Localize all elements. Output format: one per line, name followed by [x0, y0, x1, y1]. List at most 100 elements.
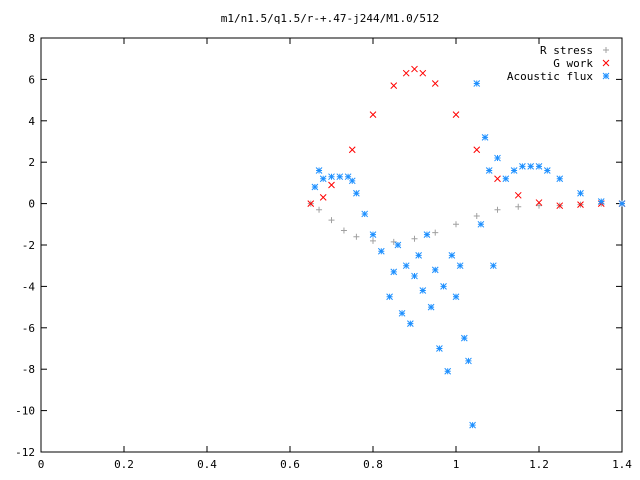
data-point	[465, 357, 472, 365]
y-tick-label: 4	[28, 115, 35, 128]
data-point	[402, 262, 410, 270]
data-point	[453, 221, 459, 228]
y-tick-label: 8	[28, 32, 35, 45]
plot-frame	[40, 37, 623, 453]
data-point	[494, 175, 501, 183]
data-point	[406, 320, 414, 328]
data-point	[469, 421, 476, 429]
data-point	[319, 175, 327, 183]
y-tick-label: 0	[28, 198, 35, 211]
data-point	[390, 268, 398, 276]
data-point	[328, 217, 335, 224]
data-point	[353, 189, 360, 197]
data-point	[494, 154, 501, 162]
legend-label: R stress	[540, 44, 593, 57]
y-tick-label: -2	[22, 239, 35, 252]
data-point	[460, 334, 468, 342]
data-point	[390, 238, 397, 245]
legend-marker	[602, 72, 610, 80]
legend-marker	[603, 47, 609, 53]
data-point	[514, 191, 522, 199]
data-point	[473, 213, 480, 220]
data-point	[307, 200, 315, 207]
data-point	[473, 146, 481, 154]
chart-title: m1/n1.5/q1.5/r-+.47-j244/M1.0/512	[221, 12, 440, 25]
data-point	[556, 202, 564, 210]
data-point	[423, 231, 431, 239]
data-point	[328, 181, 335, 189]
data-point	[336, 173, 344, 181]
legend-marker	[602, 59, 610, 67]
y-tick-label: -12	[15, 446, 35, 459]
data-point	[519, 162, 526, 170]
data-point	[311, 183, 319, 191]
data-point	[489, 262, 497, 270]
data-point	[390, 82, 398, 89]
data-point	[436, 345, 443, 352]
x-tick-label: 0.2	[114, 458, 134, 471]
data-point	[494, 206, 501, 213]
data-point	[527, 162, 535, 170]
x-tick-label: 0.4	[197, 458, 217, 471]
data-point	[353, 233, 360, 240]
data-point	[419, 287, 427, 294]
data-point	[473, 80, 481, 87]
data-point	[535, 162, 543, 170]
data-point	[440, 283, 447, 290]
data-point	[411, 235, 418, 242]
data-point	[577, 201, 584, 208]
data-point	[398, 309, 406, 317]
data-point	[448, 251, 456, 259]
legend-label: Acoustic flux	[507, 70, 593, 83]
x-tick-label: 1.2	[529, 458, 549, 471]
data-point	[370, 237, 376, 244]
data-point	[394, 241, 402, 249]
data-point	[344, 173, 352, 181]
data-point	[556, 175, 564, 183]
data-point	[597, 198, 605, 205]
data-point	[485, 167, 493, 174]
data-point	[411, 272, 418, 280]
data-point	[328, 173, 335, 181]
x-tick-label: 1.4	[612, 458, 632, 471]
data-point	[377, 247, 385, 255]
series-layer	[307, 65, 626, 429]
legend-label: G work	[553, 57, 593, 70]
x-tick-label: 0.6	[280, 458, 300, 471]
y-tick-label: -4	[22, 280, 36, 293]
data-point	[536, 202, 542, 209]
data-point	[369, 231, 377, 239]
y-tick-label: -8	[22, 363, 35, 376]
data-point	[411, 65, 418, 73]
ticks	[40, 37, 623, 453]
y-tick-label: 6	[28, 73, 35, 86]
data-point	[456, 262, 464, 270]
x-tick-label: 0.8	[363, 458, 383, 471]
data-point	[315, 167, 323, 174]
data-point	[432, 229, 439, 236]
data-point	[348, 177, 356, 185]
data-point	[340, 227, 347, 234]
data-point	[535, 199, 543, 206]
data-point	[369, 111, 377, 118]
y-tick-label: -10	[15, 405, 35, 418]
data-point	[415, 251, 423, 259]
data-point	[510, 167, 518, 174]
data-point	[618, 200, 626, 207]
series-acoustic-flux	[311, 80, 626, 429]
data-point	[402, 69, 410, 77]
x-tick-label: 1	[453, 458, 460, 471]
data-point	[444, 367, 452, 375]
data-point	[431, 266, 439, 274]
data-point	[419, 69, 427, 77]
data-point	[543, 167, 551, 174]
data-point	[386, 293, 393, 301]
data-point	[452, 293, 460, 301]
data-point	[431, 80, 439, 87]
y-tick-label: 2	[28, 156, 35, 169]
data-point	[502, 175, 510, 183]
data-point	[427, 303, 435, 311]
data-point	[348, 146, 356, 154]
